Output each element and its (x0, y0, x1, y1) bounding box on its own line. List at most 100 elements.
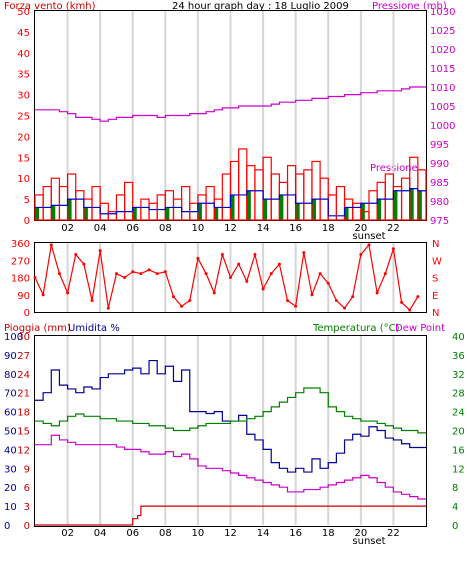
temperature-tick-label: 28 (452, 389, 465, 400)
pressure-tick-label: 985 (430, 178, 449, 189)
wind-direction-point (245, 279, 249, 283)
wind-speed-bar (124, 181, 134, 221)
wind-direction-point (359, 253, 363, 256)
x-tick-label: 16 (289, 528, 302, 539)
humidity-tick-label: 80 (4, 370, 17, 381)
wind-green-bar (409, 188, 414, 220)
wind-speed-bar (156, 194, 166, 221)
rain-tick-label: 15 (17, 427, 30, 438)
wind-direction-point (400, 300, 404, 304)
x-tick-label: 12 (224, 223, 237, 234)
temperature-tick-label: 40 (452, 332, 465, 343)
direction-tick-label: 360 (11, 239, 30, 250)
x-tick-label: 02 (61, 223, 74, 234)
wind-tick-label: 25 (17, 112, 30, 123)
rain-axis-label: Pioggia (mm) (4, 323, 71, 334)
temperature-tick-label: 0 (452, 521, 458, 532)
wind-direction-point (253, 253, 257, 256)
wind-speed-bar (368, 190, 378, 221)
wind-direction-point (41, 293, 45, 297)
wind-green-bar (263, 199, 268, 220)
pressure-axis-label: Pressione (mb) (372, 1, 447, 12)
wind-speed-bar (417, 169, 427, 221)
wind-speed-bar (107, 211, 118, 221)
wind-direction-point (204, 272, 208, 276)
temperature-tick-label: 8 (452, 483, 458, 494)
wind-speed-bar (384, 173, 395, 221)
wind-tick-label: 0 (24, 216, 30, 227)
x-tick-label: 22 (387, 528, 400, 539)
rain-tick-label: 12 (17, 445, 30, 456)
wind-direction-point (391, 247, 395, 251)
rain-tick-label: 18 (17, 408, 30, 419)
x-tick-label: 10 (192, 528, 205, 539)
wind-speed-bar (75, 190, 85, 221)
pressure-tick-label: 1000 (430, 121, 455, 132)
wind-direction-point (318, 272, 322, 276)
rain-tick-label: 21 (17, 389, 30, 400)
wind-green-bar (279, 194, 284, 220)
wind-tick-label: 10 (17, 174, 30, 185)
wind-direction-point (49, 243, 53, 247)
wind-tick-label: 35 (17, 70, 30, 81)
compass-tick-label: S (432, 274, 438, 285)
sunset-label: sunset (352, 231, 385, 242)
wind-direction-point (261, 287, 265, 291)
wind-green-bar (417, 190, 422, 220)
direction-tick-label: 270 (11, 256, 30, 267)
humidity-tick-label: 10 (4, 502, 17, 513)
humidity-tick-label: 90 (4, 351, 17, 362)
humidity-tick-label: 0 (4, 521, 10, 532)
wind-direction-point (326, 281, 330, 285)
wind-green-bar (197, 203, 202, 220)
rain-line (35, 505, 426, 526)
wind-speed-bar (254, 169, 264, 221)
wind-speed-bar (148, 202, 158, 221)
wind-direction-point (408, 308, 412, 312)
wind-direction-point (57, 272, 61, 276)
wind-speed-bar (58, 185, 69, 221)
wind-speed-bar (140, 198, 150, 221)
temperature-tick-label: 20 (452, 427, 465, 438)
wind-green-bar (295, 203, 300, 220)
x-tick-label: 08 (159, 528, 172, 539)
x-tick-label: 16 (289, 223, 302, 234)
wind-direction-point (114, 272, 118, 276)
wind-direction-point (286, 299, 290, 302)
temperature-tick-label: 32 (452, 370, 465, 381)
temperature-tick-label: 16 (452, 445, 465, 456)
wind-direction-point (180, 304, 184, 308)
humidity-tick-label: 30 (4, 464, 17, 475)
wind-direction-point (367, 243, 371, 247)
wind-green-bar (83, 207, 88, 220)
wind-green-bar (246, 190, 251, 220)
wind-direction-point (131, 270, 135, 274)
humidity-tick-label: 60 (4, 408, 17, 419)
wind-green-bar (35, 207, 39, 220)
humidity-tick-label: 100 (4, 332, 23, 343)
wind-green-bar (51, 205, 56, 220)
wind-tick-label: 40 (17, 49, 30, 60)
wind-speed-bar (286, 165, 297, 221)
x-tick-label: 10 (192, 223, 205, 234)
wind-green-bar (393, 190, 398, 220)
pressure-tick-label: 995 (430, 140, 449, 151)
x-tick-label: 14 (257, 528, 270, 539)
humidity-tick-label: 40 (4, 445, 17, 456)
wind-speed-bar (270, 173, 280, 221)
wind-green-bar (214, 207, 219, 220)
wind-direction-point (171, 295, 175, 299)
pressure-tick-label: 1005 (430, 102, 455, 113)
wind-direction-point (294, 304, 298, 308)
wind-direction-point (269, 272, 273, 276)
wind-direction-point (139, 272, 143, 276)
wind-green-bar (377, 199, 382, 220)
x-tick-label: 02 (61, 528, 74, 539)
x-tick-label: 12 (224, 528, 237, 539)
temperature-line (35, 387, 426, 434)
wind-speed-bar (335, 185, 346, 221)
wind-direction-point (82, 262, 86, 266)
wind-speed-bar (238, 148, 248, 221)
wind-axis-label: Forza vento (kmh) (4, 1, 96, 12)
